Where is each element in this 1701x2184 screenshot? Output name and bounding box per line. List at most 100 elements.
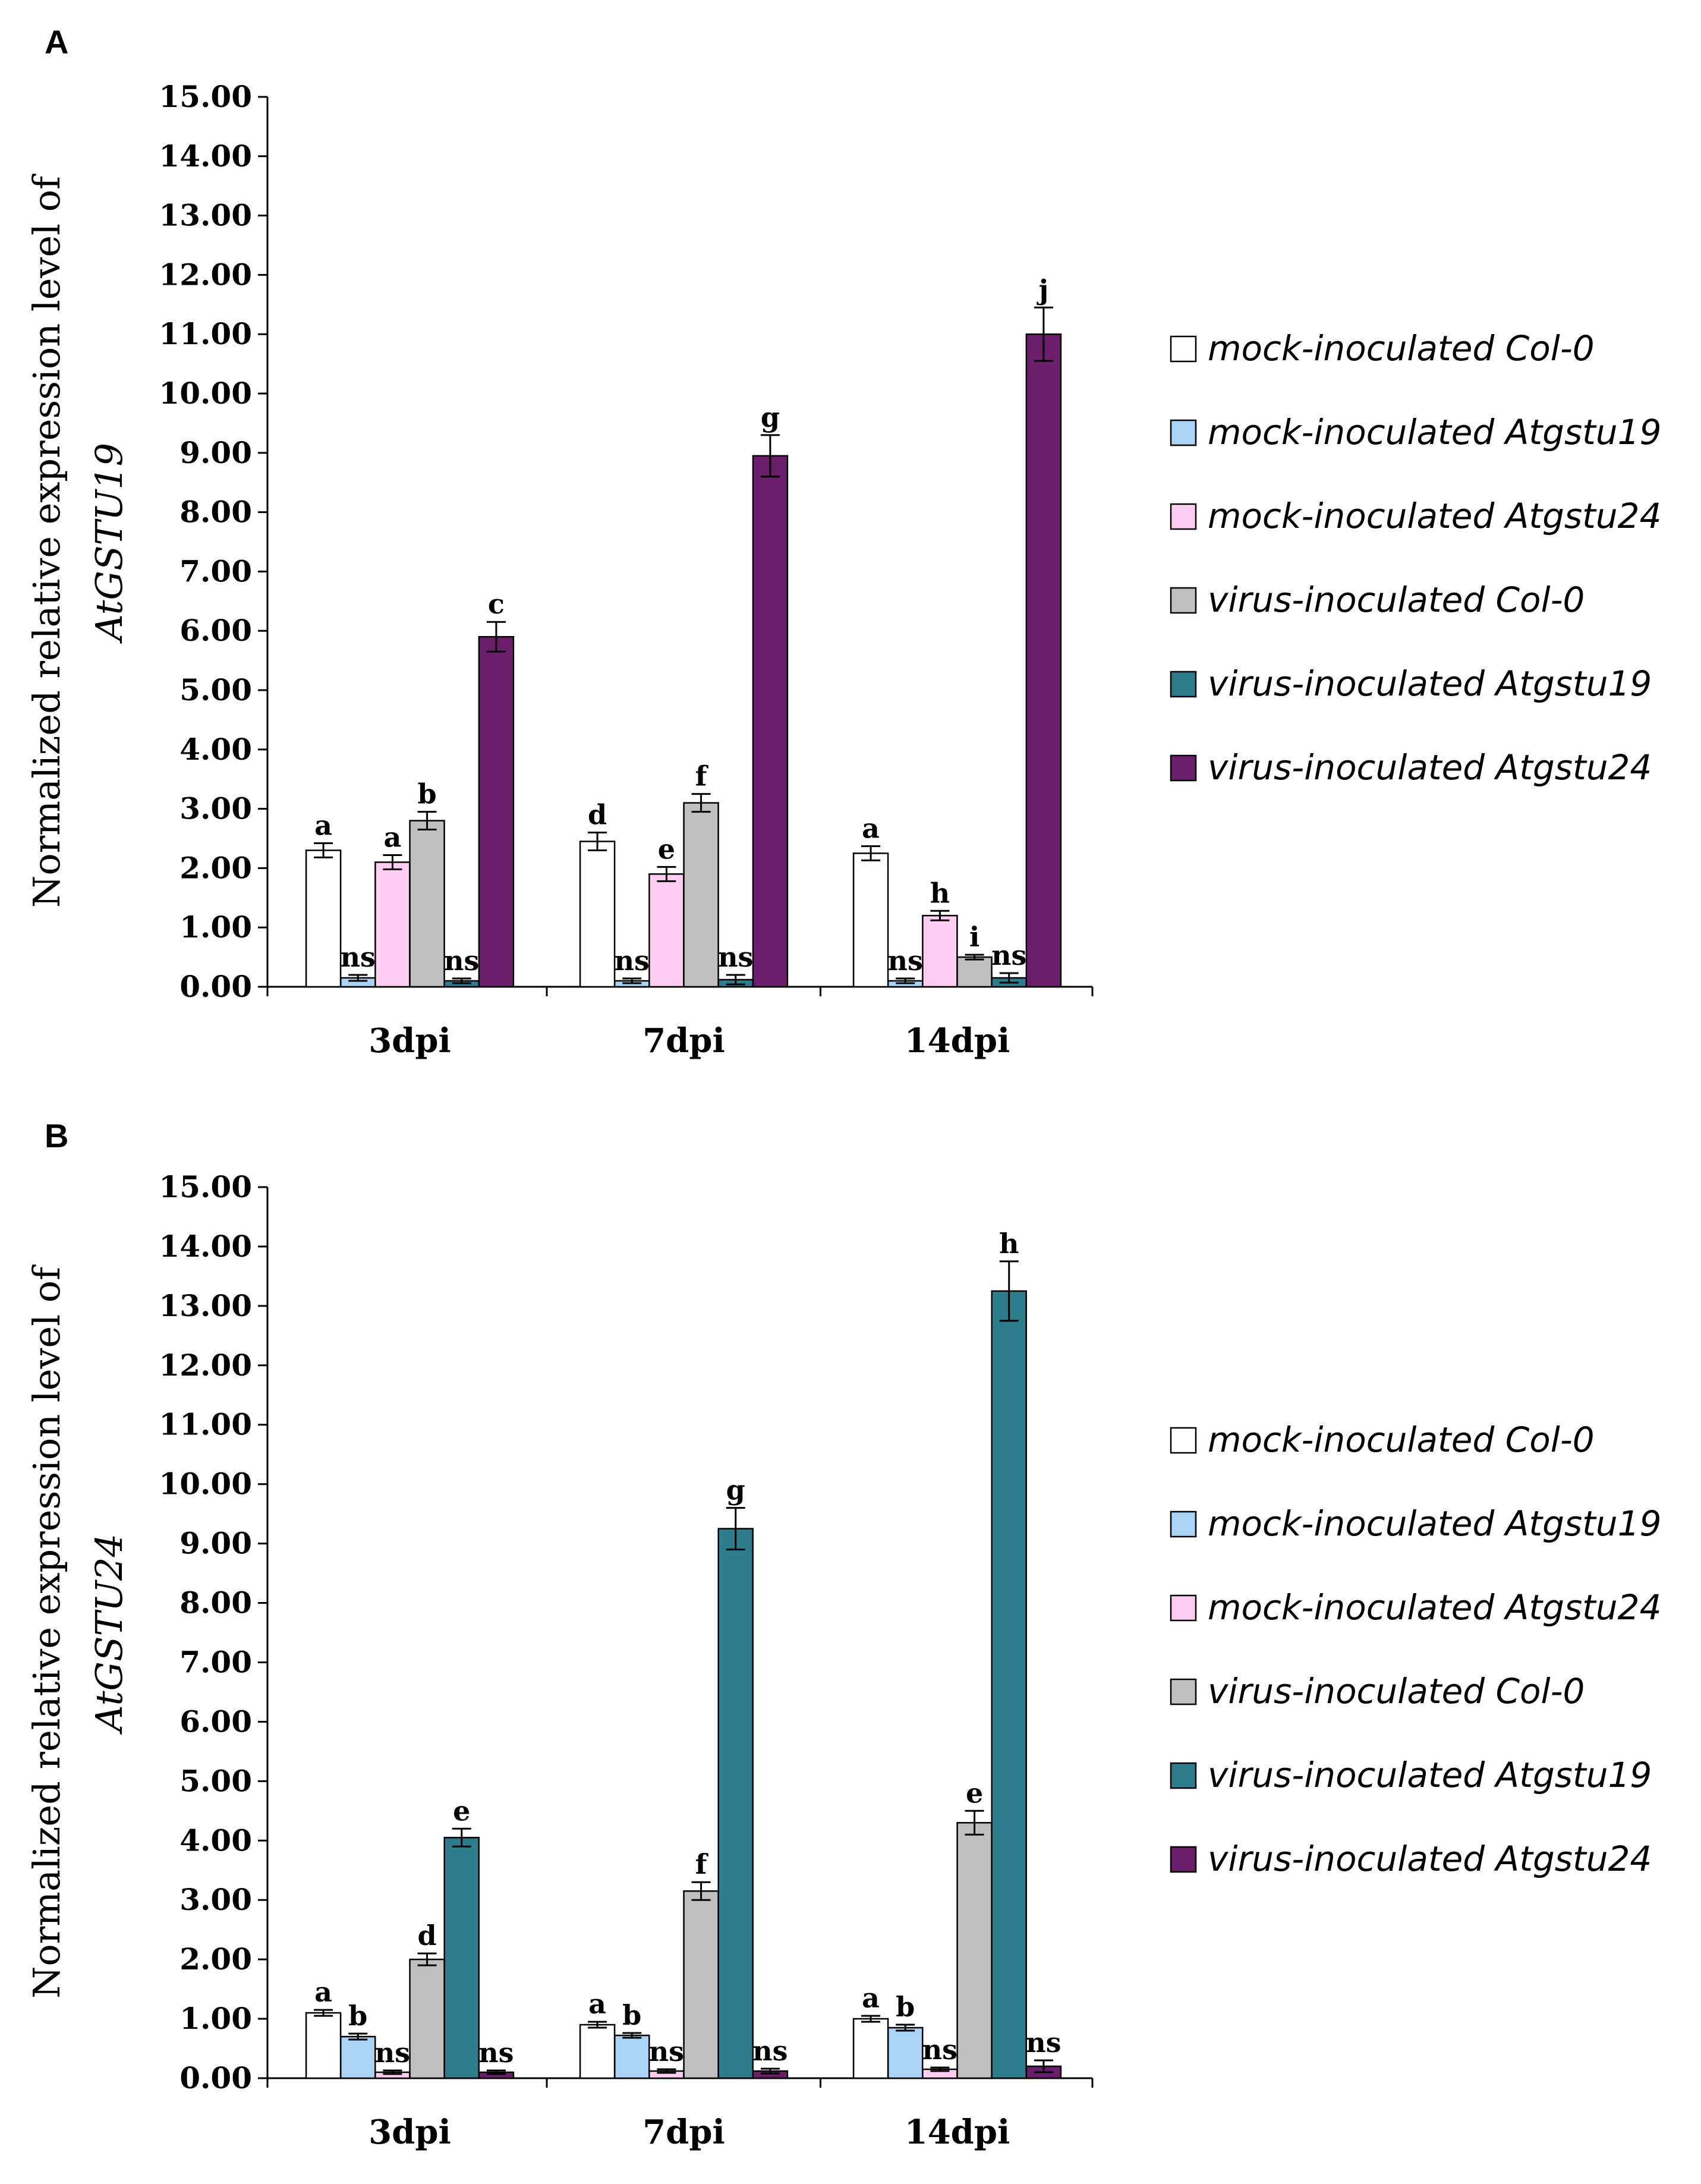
- y-tick-label: 10.00: [159, 1467, 252, 1502]
- bar: [956, 956, 993, 988]
- y-tick-label: 6.00: [179, 1704, 252, 1739]
- y-tick-label: 11.00: [159, 316, 252, 351]
- significance-label: ns: [444, 945, 479, 977]
- bar: [305, 849, 342, 988]
- x-category-label: 14dpi: [905, 2113, 1010, 2152]
- significance-label: a: [862, 812, 880, 844]
- y-tick-label: 12.00: [159, 257, 252, 292]
- y-tick-label: 14.00: [159, 139, 252, 174]
- legend-label: mock-inoculated Atgstu24: [1208, 496, 1662, 536]
- y-tick-label: 13.00: [159, 198, 252, 233]
- legend-label: mock-inoculated Atgstu19: [1208, 1503, 1662, 1544]
- y-tick-label: 3.00: [179, 1882, 252, 1917]
- y-tick-label: 1.00: [179, 2001, 252, 2036]
- y-tick-label: 8.00: [179, 495, 252, 530]
- significance-label: ns: [991, 939, 1026, 971]
- legend-swatch: [1170, 754, 1197, 782]
- significance-label: e: [966, 1777, 983, 1809]
- x-category-label: 3dpi: [368, 2113, 451, 2152]
- y-tick-label: 9.00: [179, 435, 252, 470]
- y-tick-label: 4.00: [179, 732, 252, 767]
- bar: [478, 635, 515, 988]
- x-category-label: 7dpi: [642, 1021, 725, 1060]
- significance-label: ns: [649, 2035, 684, 2067]
- y-tick-label: 0.00: [179, 969, 252, 1004]
- bar: [852, 852, 889, 988]
- x-category-label: 3dpi: [368, 1021, 451, 1060]
- bar: [991, 1290, 1027, 2079]
- significance-label: h: [999, 1228, 1019, 1260]
- legend-label: virus-inoculated Atgstu19: [1208, 1755, 1652, 1795]
- y-tick-label: 7.00: [179, 1644, 252, 1679]
- y-tick-label: 1.00: [179, 910, 252, 945]
- significance-label: b: [622, 1999, 641, 2031]
- bar: [614, 2034, 650, 2079]
- x-category-label: 14dpi: [905, 1021, 1010, 1060]
- panel-letter: B: [45, 1117, 68, 1154]
- significance-label: i: [969, 921, 979, 953]
- bar: [922, 914, 958, 988]
- significance-label: ns: [718, 941, 753, 973]
- x-category-label: 7dpi: [642, 2113, 725, 2152]
- significance-label: a: [314, 1976, 332, 2008]
- significance-label: d: [417, 1919, 436, 1952]
- y-tick-label: 2.00: [179, 1941, 252, 1977]
- panel-letter: A: [45, 23, 68, 61]
- significance-label: b: [348, 2000, 367, 2032]
- y-tick-label: 8.00: [179, 1585, 252, 1620]
- significance-label: a: [588, 1988, 606, 2020]
- y-tick-label: 7.00: [179, 553, 252, 589]
- y-tick-label: 4.00: [179, 1823, 252, 1858]
- legend-label: virus-inoculated Col-0: [1208, 1671, 1585, 1711]
- significance-label: ns: [922, 2034, 957, 2066]
- legend-swatch: [1170, 1594, 1197, 1622]
- bar: [752, 455, 789, 988]
- legend-swatch: [1170, 1510, 1197, 1538]
- legend-label: mock-inoculated Col-0: [1208, 328, 1595, 369]
- legend-label: mock-inoculated Col-0: [1208, 1420, 1595, 1460]
- bar: [683, 1890, 719, 2079]
- significance-label: ns: [615, 945, 650, 977]
- significance-label: j: [1037, 273, 1049, 306]
- significance-label: a: [862, 1982, 880, 2014]
- legend-swatch: [1170, 335, 1197, 363]
- significance-label: c: [488, 588, 505, 620]
- y-tick-label: 3.00: [179, 791, 252, 826]
- legend-swatch: [1170, 503, 1197, 530]
- significance-label: f: [695, 760, 709, 792]
- significance-label: a: [384, 821, 402, 853]
- y-axis-title-gene: AtGSTU24: [87, 1534, 131, 1735]
- legend-swatch: [1170, 587, 1197, 614]
- bar: [887, 2026, 924, 2079]
- y-tick-label: 6.00: [179, 613, 252, 648]
- y-tick-label: 5.00: [179, 1763, 252, 1798]
- y-tick-label: 0.00: [179, 2060, 252, 2095]
- significance-label: ns: [478, 2037, 514, 2069]
- y-tick-label: 5.00: [179, 672, 252, 707]
- legend-swatch: [1170, 1678, 1197, 1705]
- bar: [443, 1837, 480, 2079]
- significance-label: e: [453, 1795, 470, 1827]
- y-tick-label: 14.00: [159, 1229, 252, 1264]
- significance-label: h: [930, 877, 950, 909]
- bar: [409, 1958, 445, 2079]
- bar: [579, 2023, 616, 2079]
- legend-swatch: [1170, 419, 1197, 446]
- significance-label: e: [658, 833, 675, 865]
- legend-swatch: [1170, 671, 1197, 698]
- legend-swatch: [1170, 1427, 1197, 1454]
- y-tick-label: 2.00: [179, 850, 252, 885]
- y-tick-label: 13.00: [159, 1288, 252, 1323]
- bar: [409, 820, 445, 988]
- bar: [852, 2018, 889, 2079]
- legend-label: mock-inoculated Atgstu19: [1208, 412, 1662, 452]
- significance-label: g: [726, 1474, 745, 1506]
- y-axis-title-gene: AtGSTU19: [87, 443, 131, 644]
- legend-swatch: [1170, 1762, 1197, 1789]
- y-tick-label: 15.00: [159, 79, 252, 114]
- bar: [717, 1528, 754, 2079]
- bar: [579, 841, 616, 988]
- bar: [956, 1822, 993, 2079]
- significance-label: ns: [888, 945, 923, 977]
